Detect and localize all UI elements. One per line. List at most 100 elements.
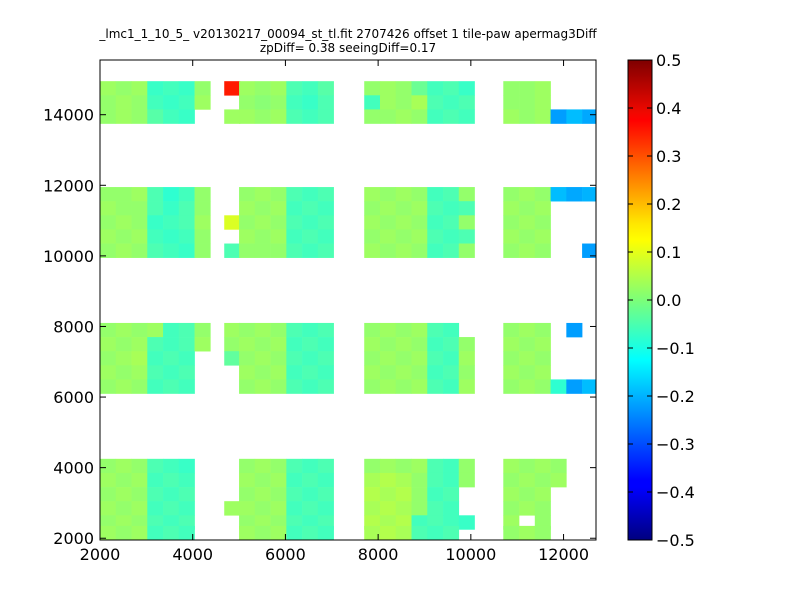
heatmap-cell: [427, 322, 444, 338]
heatmap-cell: [364, 525, 381, 541]
heatmap-cell: [115, 215, 132, 230]
heatmap-cell: [411, 201, 428, 216]
heatmap-cell: [582, 379, 597, 394]
heatmap-cell: [379, 187, 397, 202]
heatmap-cell: [379, 215, 397, 230]
heatmap-cell: [458, 109, 475, 124]
heatmap-cell: [178, 243, 195, 258]
heatmap-cell: [458, 365, 475, 380]
heatmap-cell: [131, 458, 148, 474]
y-tick-label: 14000: [43, 106, 94, 125]
heatmap-cell: [411, 379, 428, 394]
heatmap-cell: [443, 109, 460, 124]
heatmap-cell: [254, 351, 271, 366]
heatmap-cell: [254, 81, 271, 96]
heatmap-cell: [317, 351, 334, 366]
heatmap-cell: [503, 201, 520, 216]
heatmap-cell: [379, 379, 397, 394]
heatmap-cell: [131, 201, 148, 216]
heatmap-cell: [534, 472, 551, 488]
heatmap-cell: [427, 215, 444, 230]
heatmap-cell: [194, 322, 211, 338]
heatmap-cell: [100, 458, 117, 474]
heatmap-cell: [131, 243, 148, 258]
heatmap-cell: [302, 458, 319, 474]
heatmap-cell: [270, 525, 287, 541]
heatmap-cell: [582, 243, 597, 258]
heatmap-cell: [519, 95, 536, 110]
heatmap-cell: [519, 243, 536, 258]
heatmap-cell: [239, 322, 256, 338]
heatmap-cell: [534, 322, 551, 338]
heatmap-cell: [115, 351, 132, 366]
heatmap-cell: [115, 187, 132, 202]
heatmap-cell: [427, 379, 444, 394]
heatmap-cell: [286, 487, 303, 502]
heatmap-cell: [254, 525, 271, 541]
heatmap-cell: [147, 501, 164, 516]
heatmap-cell: [317, 109, 334, 124]
heatmap-cell: [534, 525, 551, 541]
heatmap-cell: [224, 501, 241, 516]
heatmap-cell: [286, 322, 303, 338]
heatmap-cell: [503, 95, 520, 110]
heatmap-cell: [163, 81, 180, 96]
heatmap-cell: [270, 379, 287, 394]
heatmap-cell: [163, 501, 180, 516]
heatmap-cell: [302, 501, 319, 516]
heatmap-cell: [503, 81, 520, 96]
heatmap-cells: [100, 81, 597, 541]
heatmap-cell: [163, 109, 180, 124]
heatmap-cell: [379, 337, 397, 352]
heatmap-cell: [147, 201, 164, 216]
heatmap-cell: [302, 487, 319, 502]
heatmap-cell: [100, 201, 117, 216]
heatmap-cell: [364, 215, 381, 230]
x-tick-label: 10000: [445, 545, 496, 564]
heatmap-cell: [194, 243, 211, 258]
x-tick-label: 8000: [358, 545, 399, 564]
heatmap-cell: [178, 365, 195, 380]
heatmap-cell: [519, 501, 536, 516]
heatmap-cell: [163, 379, 180, 394]
heatmap-cell: [147, 365, 164, 380]
heatmap-cell: [131, 365, 148, 380]
heatmap-cell: [364, 337, 381, 352]
heatmap-cell: [503, 525, 520, 541]
heatmap-cell: [443, 365, 460, 380]
heatmap-cell: [100, 243, 117, 258]
heatmap-cell: [239, 472, 256, 488]
heatmap-cell: [286, 458, 303, 474]
heatmap-cell: [131, 525, 148, 541]
heatmap-cell: [503, 109, 520, 124]
heatmap-cell: [270, 337, 287, 352]
heatmap-cell: [100, 215, 117, 230]
heatmap-cell: [302, 365, 319, 380]
heatmap-cell: [503, 365, 520, 380]
heatmap-cell: [427, 95, 444, 110]
colorbar-tick-label: 0.5: [656, 51, 681, 70]
heatmap-cell: [534, 365, 551, 380]
heatmap-cell: [254, 322, 271, 338]
heatmap-cell: [519, 365, 536, 380]
heatmap-cell: [147, 351, 164, 366]
heatmap-cell: [163, 458, 180, 474]
heatmap-cell: [317, 501, 334, 516]
heatmap-cell: [147, 322, 164, 338]
heatmap-cell: [254, 458, 271, 474]
heatmap-cell: [239, 109, 256, 124]
colorbar-tick-label: 0.2: [656, 195, 681, 214]
heatmap-cell: [519, 109, 536, 124]
y-tick-label: 6000: [53, 388, 94, 407]
heatmap-cell: [458, 351, 475, 366]
heatmap-cell: [224, 215, 241, 230]
heatmap-cell: [534, 379, 551, 394]
heatmap-cell: [550, 379, 567, 394]
heatmap-cell: [427, 337, 444, 352]
heatmap-cell: [503, 472, 520, 488]
heatmap-cell: [115, 322, 132, 338]
heatmap-cell: [254, 187, 271, 202]
y-tick-label: 10000: [43, 247, 94, 266]
heatmap-cell: [443, 379, 460, 394]
heatmap-cell: [254, 487, 271, 502]
